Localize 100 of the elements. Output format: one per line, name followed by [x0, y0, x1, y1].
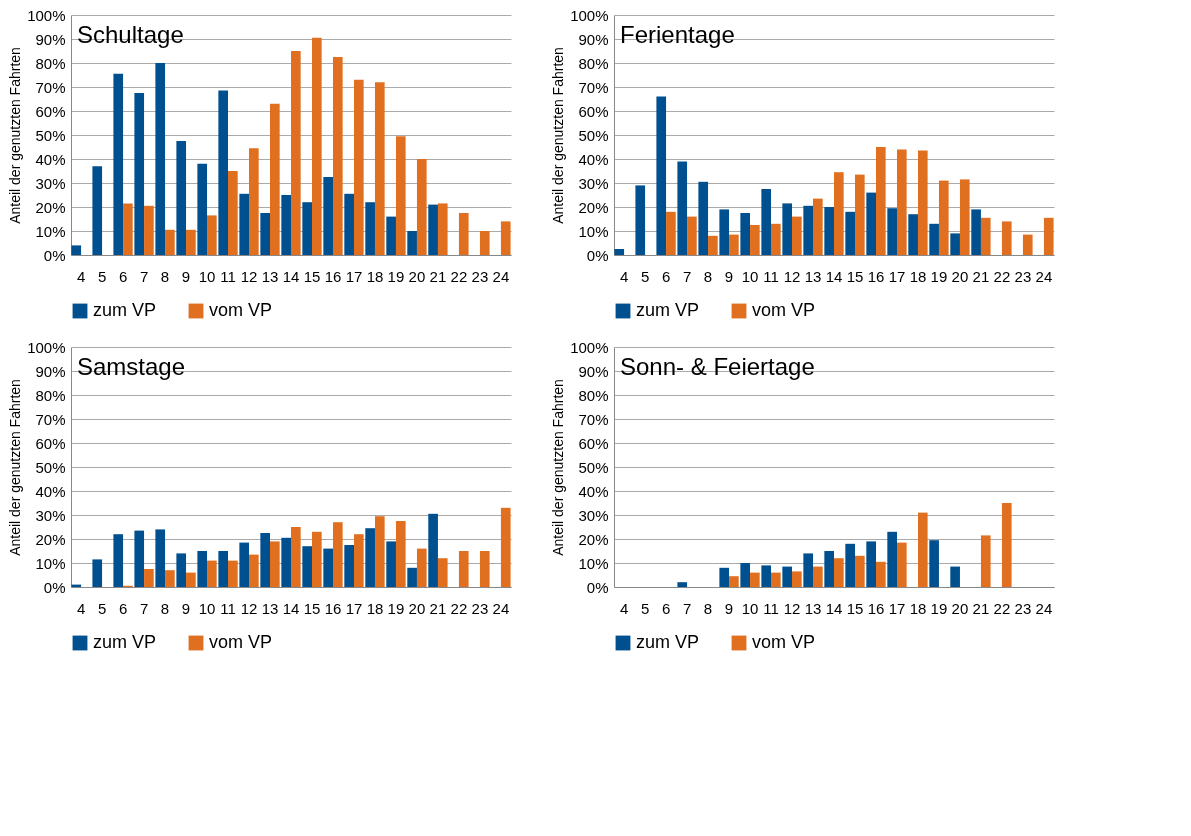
x-tick-label: 14: [282, 599, 300, 617]
bar: [896, 149, 907, 255]
y-tick-label: 60%: [578, 102, 609, 120]
y-tick-label: 0%: [586, 246, 609, 264]
bar: [677, 161, 688, 255]
x-tick-label: 8: [160, 267, 170, 285]
bar: [344, 193, 354, 255]
bar: [365, 528, 375, 587]
bar: [92, 166, 103, 255]
y-tick-label: 100%: [570, 6, 609, 24]
x-tick-label: 15: [846, 267, 864, 285]
bar: [218, 551, 229, 587]
x-tick-label: 10: [741, 599, 759, 617]
bar: [500, 507, 511, 587]
y-axis-title: Anteil der genutzten Fahrten: [7, 47, 24, 224]
bar: [500, 221, 511, 255]
x-tick-label: 13: [804, 599, 822, 617]
x-tick-label: 23: [1014, 599, 1032, 617]
bar: [197, 551, 208, 587]
y-tick-label: 80%: [35, 386, 66, 404]
bar: [437, 558, 448, 587]
x-tick-label: 10: [741, 267, 759, 285]
bar: [123, 203, 133, 255]
x-tick-label: 12: [240, 267, 258, 285]
bar: [176, 553, 187, 587]
bar: [845, 211, 855, 255]
x-tick-label: 20: [408, 267, 426, 285]
bar: [917, 512, 928, 587]
bar: [386, 216, 396, 255]
y-tick-label: 50%: [578, 126, 609, 144]
chart-title: Sonn- & Feiertage: [620, 353, 815, 380]
bar: [365, 202, 375, 255]
bar: [834, 558, 844, 587]
y-tick-label: 0%: [43, 246, 66, 264]
chart-title: Samstage: [77, 353, 186, 380]
y-tick-label: 40%: [35, 482, 66, 500]
bar: [1001, 503, 1012, 587]
y-tick-label: 60%: [578, 434, 609, 452]
x-tick-label: 13: [804, 267, 822, 285]
bar: [656, 96, 667, 255]
bar: [437, 203, 448, 255]
x-tick-label: 17: [888, 599, 906, 617]
bar: [228, 560, 238, 587]
legend-label: zum VP: [93, 300, 157, 320]
bar: [71, 245, 82, 255]
bar: [353, 534, 364, 587]
bar: [980, 535, 991, 587]
y-axis-title: Anteil der genutzten Fahrten: [7, 379, 24, 556]
bar: [845, 543, 855, 587]
bar: [824, 207, 834, 255]
x-tick-label: 18: [366, 599, 384, 617]
bar: [761, 189, 772, 255]
legend-label: zum VP: [93, 632, 157, 652]
y-tick-label: 20%: [35, 530, 66, 548]
bar: [792, 571, 802, 587]
y-tick-label: 40%: [578, 482, 609, 500]
x-tick-label: 9: [724, 599, 734, 617]
x-tick-label: 17: [345, 267, 363, 285]
bar: [875, 147, 886, 255]
bar: [407, 567, 417, 587]
bar: [666, 211, 676, 255]
x-tick-label: 18: [366, 267, 384, 285]
y-tick-label: 10%: [35, 554, 66, 572]
y-tick-label: 20%: [35, 198, 66, 216]
x-tick-label: 8: [160, 599, 170, 617]
bar: [144, 205, 154, 255]
bar: [332, 57, 343, 255]
bar: [428, 204, 438, 255]
bar: [950, 233, 960, 255]
x-tick-label: 12: [783, 599, 801, 617]
y-tick-label: 20%: [578, 198, 609, 216]
bar: [813, 566, 823, 587]
x-tick-label: 4: [619, 267, 629, 285]
bar: [165, 229, 175, 255]
x-tick-label: 4: [76, 267, 86, 285]
bar: [614, 249, 625, 255]
x-tick-label: 4: [619, 599, 629, 617]
bar: [281, 537, 291, 587]
x-tick-label: 20: [951, 599, 969, 617]
bar: [302, 202, 312, 255]
y-tick-label: 70%: [35, 410, 66, 428]
x-tick-label: 8: [703, 599, 713, 617]
y-tick-label: 80%: [578, 54, 609, 72]
bar: [834, 172, 844, 255]
x-tick-label: 18: [909, 599, 927, 617]
bar: [980, 217, 991, 255]
x-tick-label: 24: [1035, 267, 1053, 285]
bar: [186, 572, 196, 587]
x-tick-label: 21: [972, 599, 990, 617]
bar: [281, 195, 291, 255]
bar: [323, 548, 333, 587]
bar: [866, 541, 876, 587]
bar: [887, 531, 897, 587]
y-tick-label: 50%: [35, 458, 66, 476]
y-tick-label: 100%: [570, 338, 609, 356]
bar: [207, 215, 217, 255]
y-axis-title: Anteil der genutzten Fahrten: [550, 379, 567, 556]
bar: [323, 177, 333, 255]
bar: [332, 522, 343, 587]
bar: [479, 231, 490, 255]
